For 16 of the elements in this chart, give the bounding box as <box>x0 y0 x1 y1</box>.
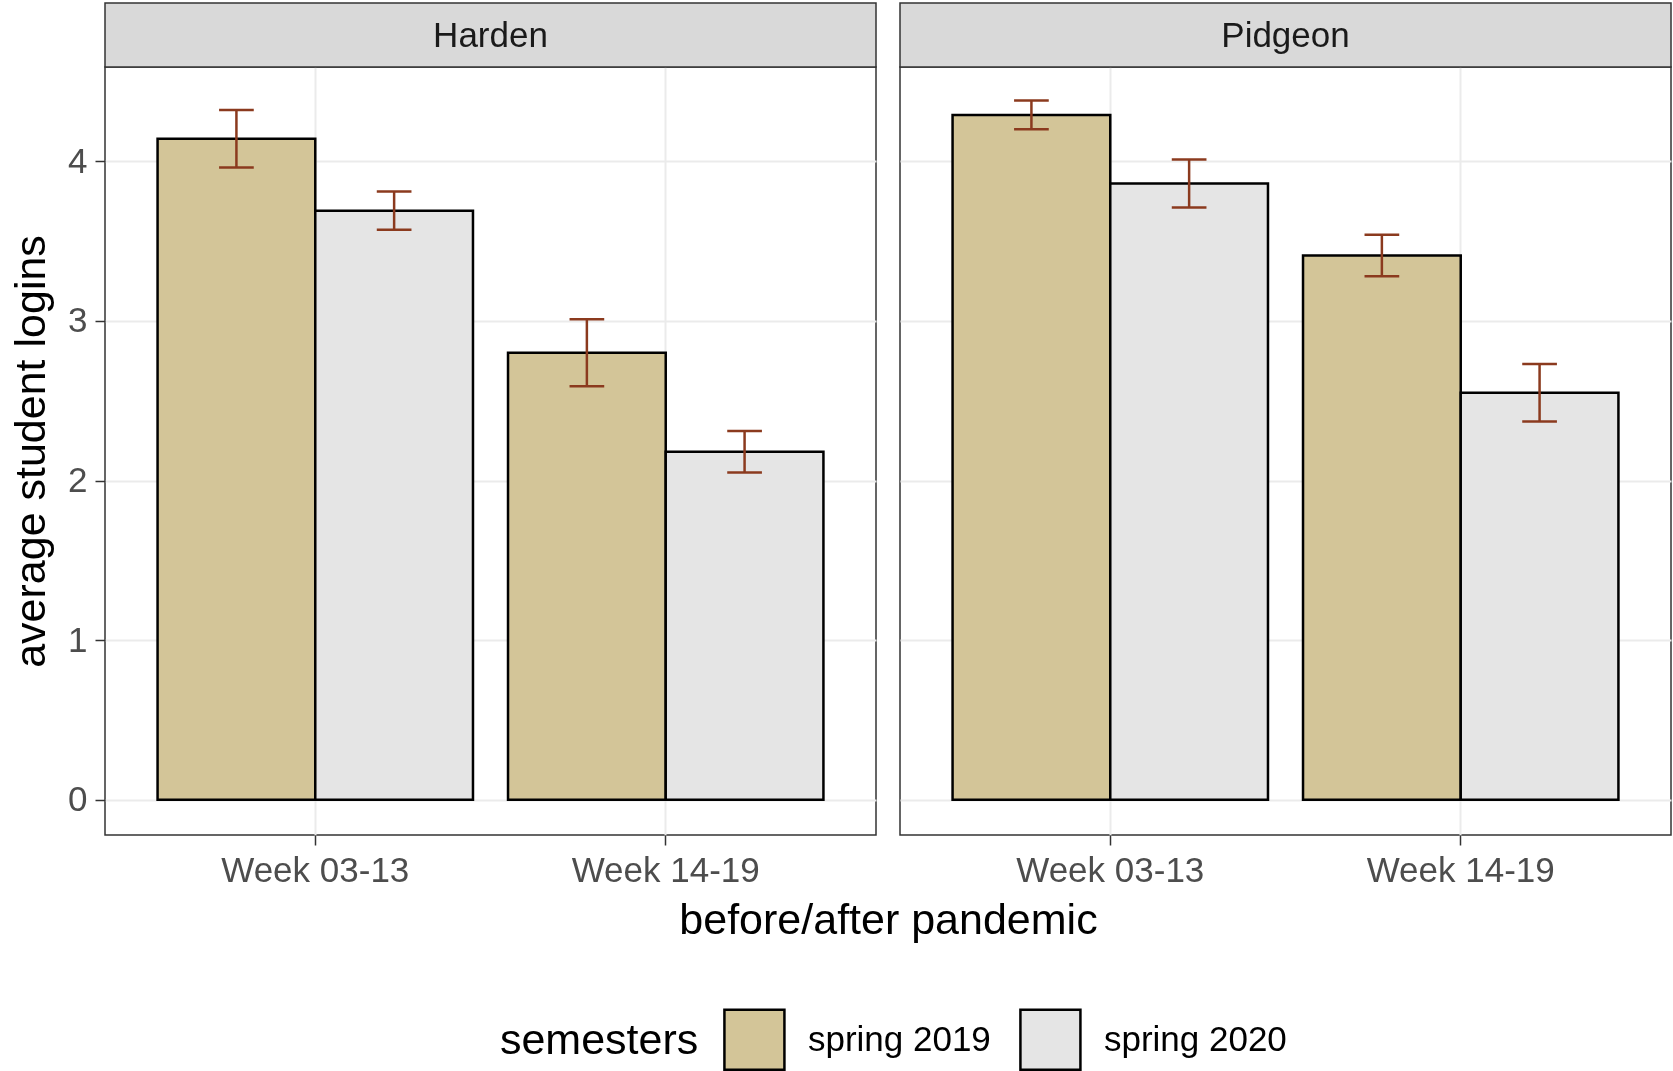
y-tick-label: 2 <box>68 460 88 500</box>
x-axis-title: before/after pandemic <box>679 894 1098 943</box>
y-tick-label: 4 <box>68 140 88 180</box>
y-axis-title: average student logins <box>6 235 55 668</box>
chart-title: Pidgeon <box>1221 15 1350 54</box>
y-tick-label: 0 <box>68 779 88 819</box>
x-tick-label: Week 14-19 <box>1366 849 1555 889</box>
legend-label: spring 2020 <box>1103 1018 1287 1058</box>
x-tick-label: Week 14-19 <box>571 849 760 889</box>
y-tick-label: 3 <box>68 300 88 340</box>
legend-label: spring 2019 <box>807 1018 991 1058</box>
chart-title: Harden <box>433 15 548 54</box>
y-tick-label: 1 <box>68 619 88 659</box>
x-tick-label: Week 03-13 <box>1016 849 1205 889</box>
x-tick-label: Week 03-13 <box>221 849 410 889</box>
legend-title: semesters <box>499 1015 699 1063</box>
